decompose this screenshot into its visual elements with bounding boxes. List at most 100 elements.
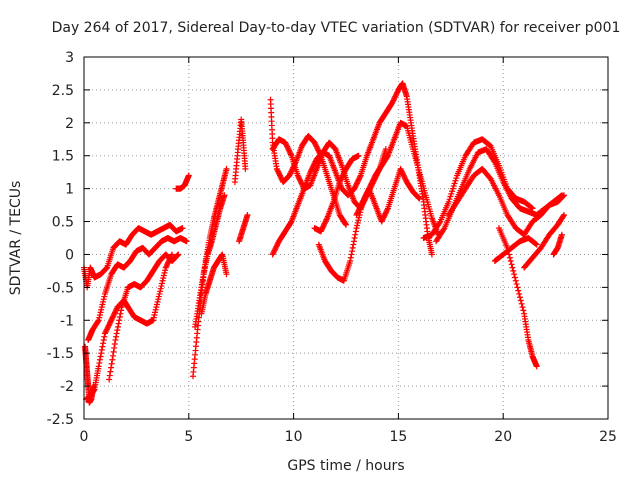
data-point bbox=[559, 193, 566, 200]
data-point bbox=[100, 298, 107, 305]
data-point bbox=[311, 159, 318, 166]
data-point bbox=[384, 153, 391, 160]
data-point bbox=[160, 275, 167, 282]
y-tick-label: -1.5 bbox=[47, 346, 74, 362]
data-point bbox=[341, 168, 348, 175]
data-point bbox=[276, 172, 283, 179]
series-track-u bbox=[496, 225, 540, 370]
data-point bbox=[111, 310, 118, 317]
data-point bbox=[315, 147, 322, 154]
data-point bbox=[114, 327, 121, 334]
data-point bbox=[99, 343, 106, 350]
data-point bbox=[520, 307, 527, 314]
x-tick-label: 10 bbox=[285, 429, 303, 445]
data-point bbox=[109, 352, 116, 359]
data-point bbox=[287, 219, 294, 226]
data-point bbox=[318, 227, 325, 234]
data-point bbox=[356, 205, 363, 212]
data-point bbox=[110, 313, 117, 320]
data-points bbox=[81, 80, 567, 406]
data-point bbox=[244, 211, 251, 218]
data-point bbox=[337, 176, 344, 183]
data-point bbox=[113, 306, 120, 313]
y-tick-label: 0.5 bbox=[52, 215, 74, 231]
data-point bbox=[113, 333, 120, 340]
data-point bbox=[152, 306, 159, 313]
data-point bbox=[117, 310, 124, 317]
data-point bbox=[118, 307, 125, 314]
y-tick-label: 0 bbox=[65, 247, 74, 263]
data-point bbox=[289, 165, 296, 172]
data-point bbox=[452, 177, 459, 184]
y-tick-label: -1 bbox=[60, 313, 74, 329]
data-point bbox=[155, 293, 162, 300]
data-point bbox=[163, 263, 170, 270]
data-point bbox=[153, 304, 160, 311]
data-point bbox=[99, 301, 106, 308]
data-point bbox=[282, 139, 289, 146]
data-point bbox=[356, 175, 363, 182]
data-point bbox=[382, 210, 389, 217]
data-point bbox=[349, 248, 356, 255]
data-point bbox=[359, 198, 366, 205]
data-point bbox=[310, 162, 317, 169]
data-point bbox=[100, 296, 107, 303]
data-point bbox=[112, 337, 119, 344]
data-point bbox=[393, 90, 400, 97]
data-point bbox=[108, 317, 115, 324]
data-point bbox=[98, 350, 105, 357]
data-point bbox=[383, 209, 390, 216]
data-point bbox=[274, 242, 281, 249]
data-point bbox=[271, 247, 278, 254]
plot-frame bbox=[83, 56, 609, 420]
data-point bbox=[111, 344, 118, 351]
gridlines bbox=[84, 57, 608, 419]
data-point bbox=[107, 318, 114, 325]
x-tick-label: 20 bbox=[494, 429, 512, 445]
data-point bbox=[283, 142, 290, 149]
data-point bbox=[312, 158, 319, 165]
data-point bbox=[114, 323, 121, 330]
data-point bbox=[401, 173, 408, 180]
series-track-j bbox=[231, 116, 249, 186]
data-point bbox=[337, 177, 344, 184]
data-point bbox=[339, 172, 346, 179]
data-point bbox=[282, 140, 289, 147]
y-axis-label: SDTVAR / TECUs bbox=[8, 181, 24, 296]
data-point bbox=[112, 309, 119, 316]
data-point bbox=[383, 208, 390, 215]
data-point bbox=[415, 194, 422, 201]
data-point bbox=[273, 243, 280, 250]
series-track-i bbox=[198, 251, 230, 317]
data-point bbox=[519, 304, 526, 311]
data-point bbox=[287, 150, 294, 157]
data-point bbox=[357, 202, 364, 209]
series-track-f bbox=[173, 172, 192, 192]
data-point bbox=[350, 238, 357, 245]
data-point bbox=[150, 314, 157, 321]
data-point bbox=[284, 144, 291, 151]
data-point bbox=[276, 171, 283, 178]
data-point bbox=[320, 223, 327, 230]
data-point bbox=[317, 228, 324, 235]
data-point bbox=[155, 296, 162, 303]
data-point bbox=[106, 321, 113, 328]
data-point bbox=[150, 317, 157, 324]
series-track-w bbox=[521, 211, 567, 271]
data-point bbox=[109, 356, 116, 363]
series-track-v bbox=[491, 235, 540, 265]
data-point bbox=[440, 226, 447, 233]
data-point bbox=[307, 169, 314, 176]
data-point bbox=[116, 317, 123, 324]
data-point bbox=[152, 309, 159, 316]
data-point bbox=[361, 194, 368, 201]
data-point bbox=[101, 330, 108, 337]
data-point bbox=[309, 163, 316, 170]
data-point bbox=[447, 193, 454, 200]
data-point bbox=[510, 267, 517, 274]
data-point bbox=[341, 169, 348, 176]
data-point bbox=[364, 189, 371, 196]
axis-ticks: 0 5 10 15 20 25 -2.5 -2 -1.5 -1 -0.5 0 0.5 1 1.5 2 2.5 3 bbox=[47, 50, 617, 445]
data-point bbox=[314, 144, 321, 151]
data-point bbox=[354, 179, 361, 186]
